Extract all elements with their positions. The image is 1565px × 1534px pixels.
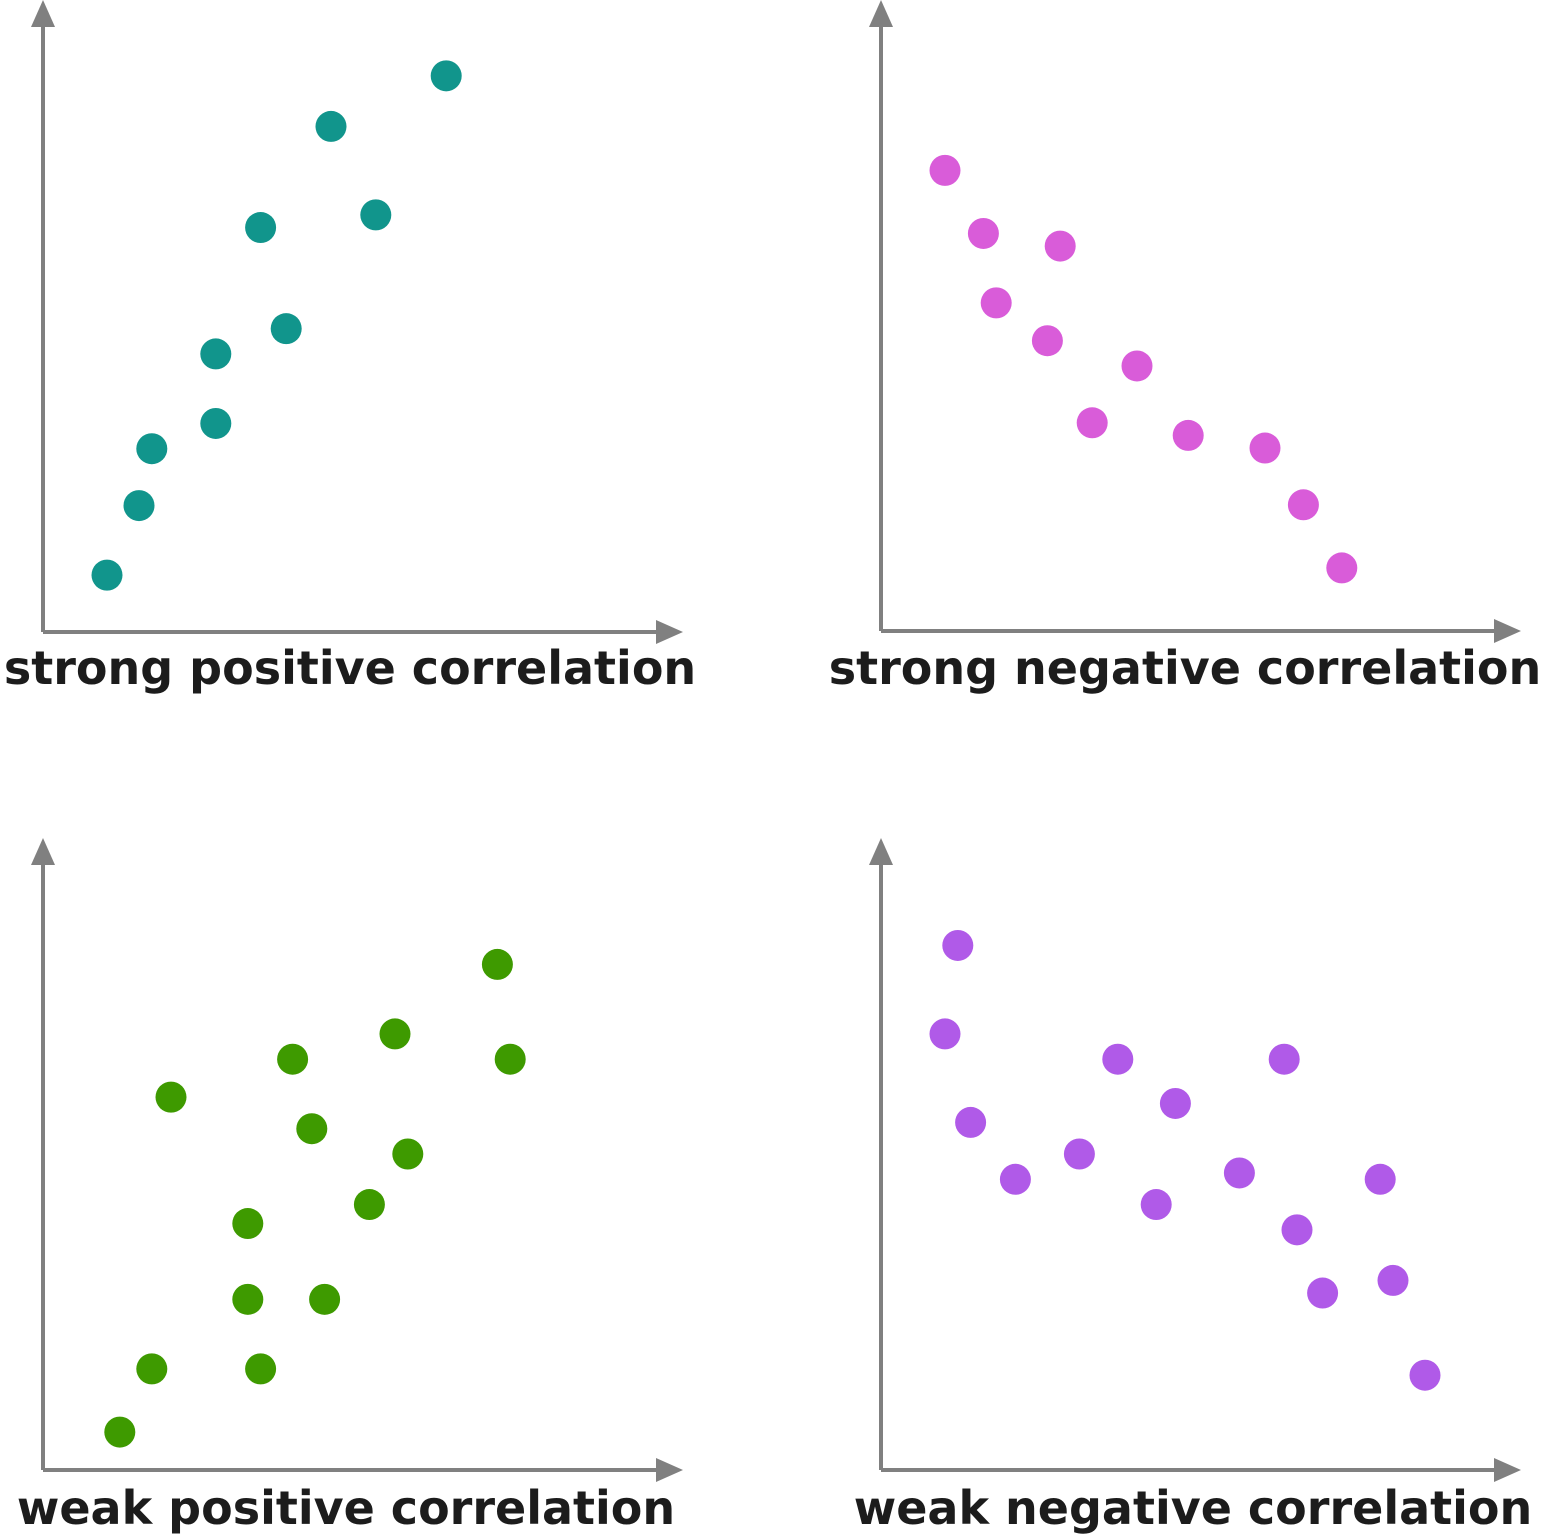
data-point [1102,1043,1134,1075]
data-point [1364,1163,1396,1195]
data-point [315,110,347,142]
data-point [245,1353,277,1385]
data-point [967,217,999,249]
y-axis-arrow-icon [869,0,893,27]
data-point [481,948,513,980]
data-point [136,433,168,465]
data-point [353,1189,385,1221]
data-point [1268,1043,1300,1075]
data-point [1377,1264,1409,1296]
chart-caption: strong positive correlation [4,641,696,695]
data-point [104,1416,136,1448]
chart-strong-negative: strong negative correlation [0,0,1565,760]
data-point [1409,1359,1441,1391]
x-axis-arrow-icon [1494,1458,1521,1482]
data-point [1063,1138,1095,1170]
data-point [1031,325,1063,357]
data-point [232,1208,264,1240]
data-point [379,1018,411,1050]
data-point [1287,489,1319,521]
data-point [929,1018,961,1050]
x-axis-arrow-icon [656,1458,683,1482]
data-point [155,1081,187,1113]
data-point [1044,230,1076,262]
data-point [1140,1189,1172,1221]
y-axis-arrow-icon [31,838,55,865]
data-point [942,929,974,961]
data-point [1172,419,1204,451]
data-point [1326,552,1358,584]
data-point [392,1138,424,1170]
data-point [1249,432,1281,464]
data-point [929,154,961,186]
chart-svg: strong negative correlation [829,0,1542,695]
data-point [1076,407,1108,439]
data-point [360,199,392,231]
data-point [430,60,462,92]
data-point [1281,1214,1313,1246]
data-point [955,1106,987,1138]
x-axis-arrow-icon [656,620,683,644]
data-point [270,313,302,345]
data-point [296,1113,328,1145]
data-point [1159,1087,1191,1119]
data-point [1307,1277,1339,1309]
y-axis-arrow-icon [869,838,893,865]
chart-strong-positive: strong positive correlation [0,0,782,760]
chart-caption: weak positive correlation [17,1481,675,1534]
data-point [1121,350,1153,382]
y-axis-arrow-icon [31,0,55,27]
data-point [123,490,155,522]
data-point [1223,1157,1255,1189]
data-point [999,1163,1031,1195]
data-point [309,1283,341,1315]
data-point [277,1043,309,1075]
data-point [136,1353,168,1385]
chart-caption: strong negative correlation [829,641,1542,695]
data-point [494,1043,526,1075]
data-point [200,407,232,439]
data-point [91,559,123,591]
data-point [200,338,232,370]
data-point [980,287,1012,319]
chart-weak-positive: weak positive correlation [0,0,782,1534]
chart-caption: weak negative correlation [854,1481,1533,1534]
data-point [245,212,277,244]
x-axis-arrow-icon [1494,619,1521,643]
chart-svg: strong positive correlation [4,0,696,695]
chart-svg: weak positive correlation [17,838,683,1534]
data-point [232,1283,264,1315]
